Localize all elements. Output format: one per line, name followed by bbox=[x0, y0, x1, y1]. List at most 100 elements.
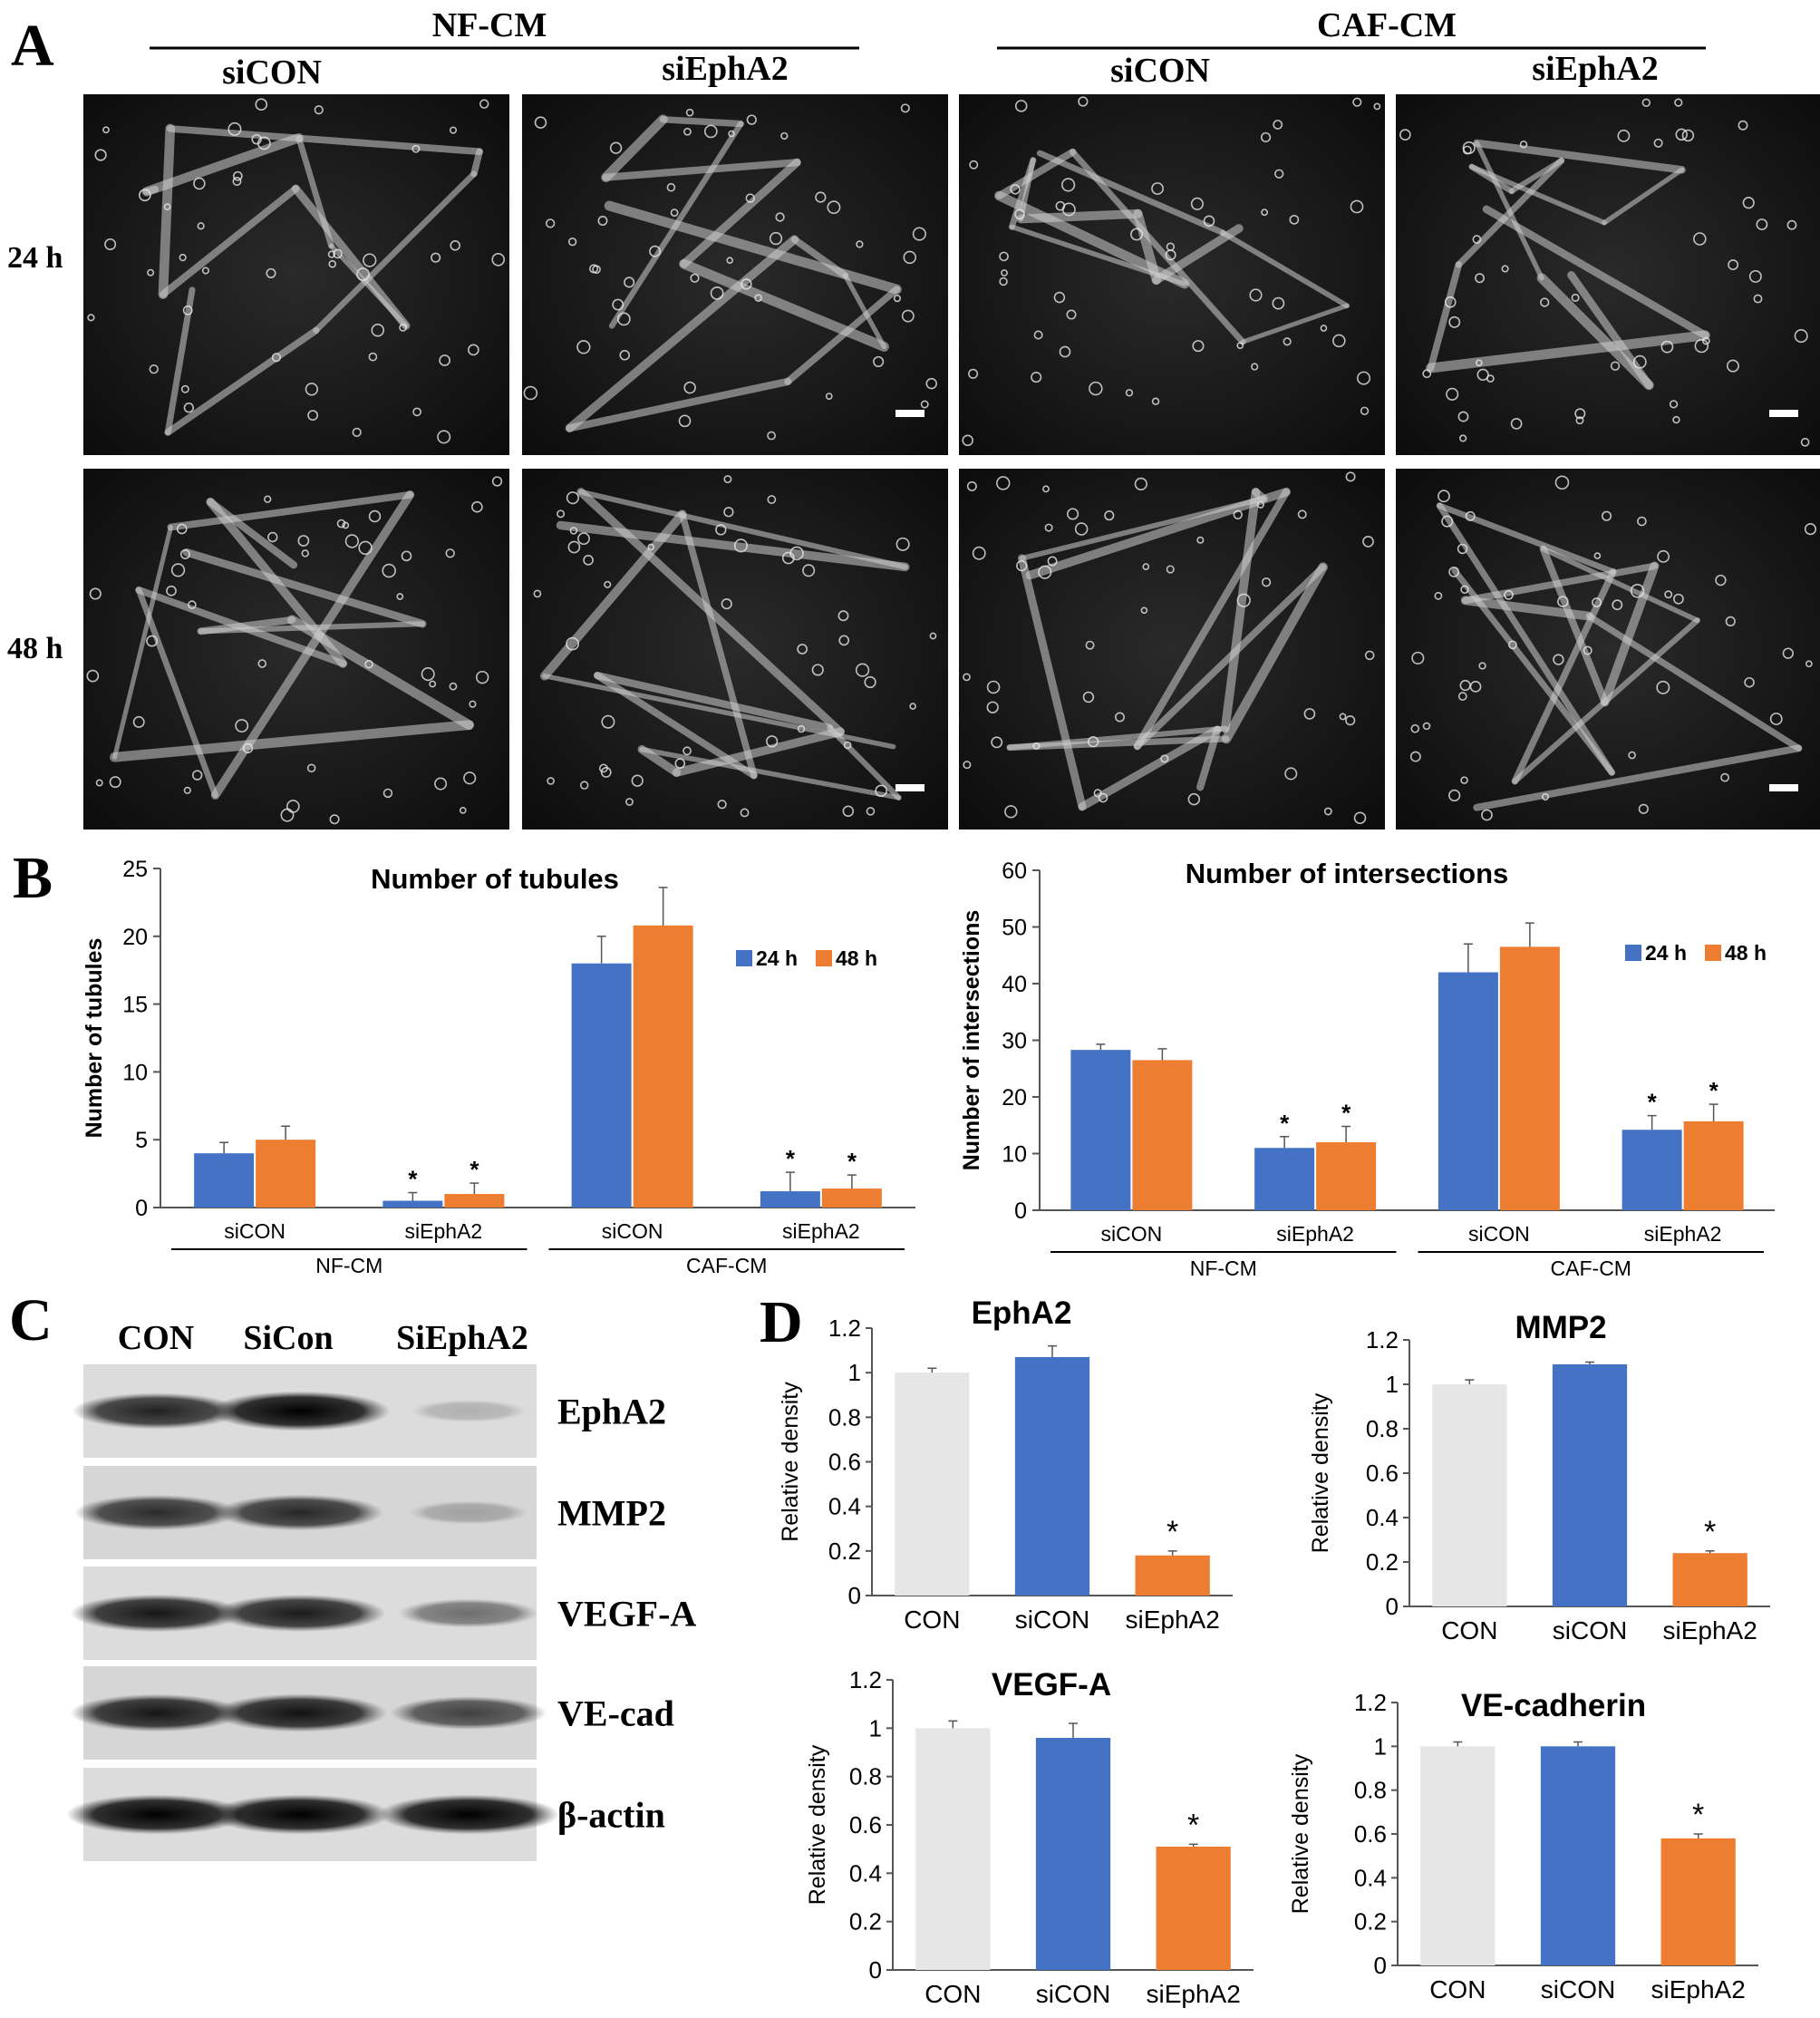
cell bbox=[825, 393, 833, 401]
cell bbox=[842, 805, 855, 818]
cell bbox=[683, 127, 692, 136]
cell bbox=[1592, 597, 1602, 608]
blot-band bbox=[74, 1494, 239, 1531]
panel-a-letter: A bbox=[11, 13, 54, 79]
cell-strand bbox=[1602, 167, 1685, 226]
cell bbox=[1038, 565, 1052, 579]
cell bbox=[991, 736, 1003, 749]
cell bbox=[431, 252, 441, 263]
legend-label: 48 h bbox=[1725, 941, 1767, 965]
y-tick-label: 0 bbox=[1014, 1198, 1027, 1224]
cell bbox=[1339, 713, 1347, 721]
cell bbox=[1693, 232, 1707, 246]
y-tick-label: 0.2 bbox=[849, 1908, 882, 1936]
cell bbox=[242, 742, 254, 754]
cell bbox=[1345, 715, 1356, 726]
cell-strand bbox=[678, 510, 758, 780]
cell bbox=[463, 771, 477, 785]
cell bbox=[1805, 660, 1813, 668]
bar-sicon bbox=[1014, 1356, 1090, 1596]
cell bbox=[1134, 477, 1147, 490]
micrograph-background bbox=[83, 94, 509, 455]
cell bbox=[617, 312, 631, 326]
y-tick-label: 0.4 bbox=[849, 1859, 882, 1887]
row-label-24h: 24 h bbox=[7, 241, 63, 275]
cell bbox=[1074, 522, 1089, 536]
micrograph-r1-c1 bbox=[83, 94, 509, 455]
y-tick-label: 1.2 bbox=[828, 1315, 861, 1342]
y-tick-label: 0 bbox=[135, 1196, 148, 1221]
cell bbox=[986, 680, 1001, 694]
cell bbox=[566, 636, 579, 651]
cell bbox=[1059, 345, 1071, 358]
cell bbox=[726, 257, 733, 264]
cell bbox=[962, 434, 973, 447]
y-tick-label: 0.4 bbox=[828, 1493, 861, 1520]
cell bbox=[305, 383, 319, 396]
cell-strand bbox=[159, 185, 300, 298]
cell-strand bbox=[1240, 303, 1350, 344]
micrograph-background bbox=[1396, 469, 1820, 830]
cell bbox=[1089, 381, 1103, 396]
cell bbox=[1044, 523, 1053, 532]
cell bbox=[1160, 754, 1169, 763]
cell bbox=[1460, 585, 1469, 594]
cell bbox=[1769, 713, 1783, 725]
significance-marker: * bbox=[1341, 1100, 1351, 1127]
micrograph-grid bbox=[83, 94, 1820, 830]
column-label-caf-siepha2: siEphA2 bbox=[1532, 50, 1658, 88]
cell bbox=[1675, 128, 1688, 141]
cell bbox=[1142, 563, 1150, 570]
y-tick-label: 40 bbox=[1002, 972, 1027, 997]
cell bbox=[467, 344, 479, 356]
cell-strand bbox=[1473, 139, 1686, 174]
cell bbox=[715, 524, 727, 536]
legend-label: 24 h bbox=[756, 946, 798, 970]
y-axis-label: Relative density bbox=[805, 1744, 830, 1905]
cell bbox=[1042, 485, 1050, 493]
cell-strand bbox=[167, 490, 414, 531]
cell bbox=[1010, 184, 1021, 195]
cell bbox=[566, 491, 580, 505]
cell bbox=[445, 548, 455, 558]
cell bbox=[856, 240, 864, 248]
cell bbox=[1660, 340, 1674, 354]
cell bbox=[690, 273, 700, 283]
cell-strand bbox=[639, 746, 902, 800]
column-label-nf-siepha2: siEphA2 bbox=[662, 50, 788, 88]
cell bbox=[104, 238, 117, 251]
cell bbox=[1612, 599, 1623, 611]
cell bbox=[710, 286, 724, 300]
lane-label-siepha2: SiEphA2 bbox=[396, 1319, 528, 1357]
cell bbox=[1249, 288, 1263, 302]
cell bbox=[766, 735, 779, 748]
cell bbox=[1082, 691, 1095, 703]
cell bbox=[609, 141, 623, 154]
cell bbox=[900, 103, 910, 113]
cell bbox=[1053, 291, 1066, 304]
cell-strand bbox=[1133, 488, 1291, 751]
cell-strand bbox=[1220, 229, 1350, 309]
cell bbox=[1236, 342, 1244, 349]
cell-strand bbox=[542, 673, 896, 750]
bar-con bbox=[915, 1728, 991, 1970]
chart-title: VEGF-A bbox=[992, 1667, 1111, 1703]
cell bbox=[1486, 374, 1495, 383]
cell bbox=[1458, 434, 1467, 442]
cell-strand bbox=[593, 671, 834, 732]
cell bbox=[182, 305, 193, 315]
cell bbox=[193, 177, 206, 190]
cell bbox=[197, 222, 205, 230]
y-tick-label: 10 bbox=[1002, 1142, 1027, 1168]
cell bbox=[875, 784, 887, 798]
cell bbox=[371, 323, 385, 337]
cell-strand bbox=[1196, 725, 1222, 791]
bar-48h-siepha2 bbox=[1316, 1142, 1377, 1210]
cell bbox=[1610, 361, 1621, 371]
cell-strand bbox=[1220, 487, 1261, 733]
cell bbox=[685, 108, 694, 117]
bar-48h-siepha2 bbox=[821, 1188, 882, 1208]
cell-strand bbox=[679, 258, 889, 352]
cell bbox=[1352, 97, 1362, 107]
